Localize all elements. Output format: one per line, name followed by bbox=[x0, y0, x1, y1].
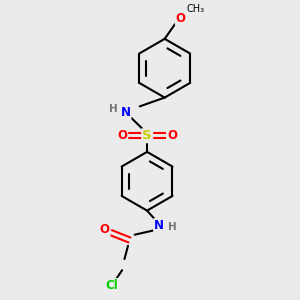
Text: Cl: Cl bbox=[106, 279, 118, 292]
Text: S: S bbox=[142, 129, 152, 142]
Text: CH₃: CH₃ bbox=[186, 4, 205, 14]
Text: N: N bbox=[154, 219, 164, 232]
Text: N: N bbox=[121, 106, 131, 119]
Text: H: H bbox=[109, 104, 118, 114]
Text: O: O bbox=[117, 129, 127, 142]
Text: O: O bbox=[100, 223, 110, 236]
Text: O: O bbox=[167, 129, 177, 142]
Text: O: O bbox=[176, 12, 186, 25]
Text: H: H bbox=[168, 222, 176, 232]
